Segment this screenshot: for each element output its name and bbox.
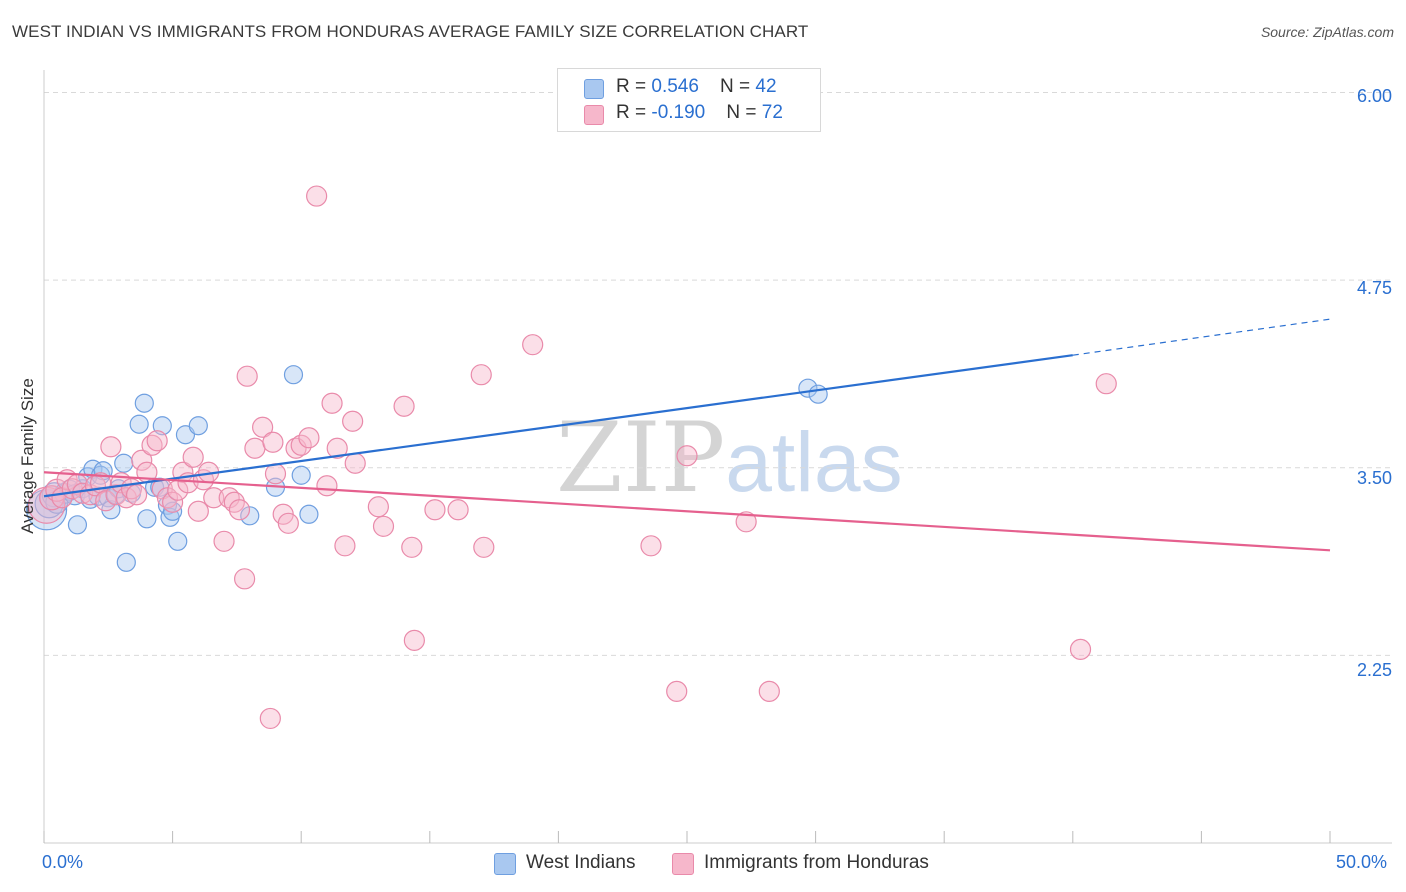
honduras-point [125,484,148,506]
honduras-point [334,535,356,557]
legend-swatch-blue [494,853,516,875]
honduras-point [244,437,266,459]
honduras-point [131,449,153,471]
trend-lines [43,318,1331,552]
west-indian-trend-line [43,354,1073,498]
west-indian-point [808,384,828,404]
honduras-point [95,490,117,512]
honduras-point [344,452,366,474]
chart-title: WEST INDIAN VS IMMIGRANTS FROM HONDURAS … [12,22,809,41]
honduras-point [1095,373,1117,395]
legend-r-label: R = [616,102,652,123]
honduras-point [470,364,492,386]
source-credit: Source: ZipAtlas.com [1260,24,1394,40]
legend-r-value: 0.546 [651,76,699,97]
west-indian-point [299,504,319,524]
legend-swatch-pink [584,105,604,125]
watermark-atlas: atlas [725,415,903,509]
honduras-point [424,499,446,521]
west-indian-point [168,531,188,551]
honduras-point [326,437,348,459]
west-indian-point [291,465,311,485]
legend-n-label: N = [720,76,756,97]
honduras-point [666,680,688,703]
west-indian-point [116,552,136,572]
honduras-point [252,416,274,438]
west-indian-point [129,414,149,434]
honduras-point [640,535,662,557]
honduras-point [321,392,343,414]
honduras-point [367,496,389,518]
honduras-point [473,536,495,558]
honduras-point [203,487,225,509]
y-tick-label: 3.50 [1356,468,1392,488]
legend-r-label: R = [616,76,652,97]
honduras-point [262,431,284,453]
honduras-point [100,436,122,458]
legend-label: West Indians [526,852,636,873]
y-axis-label: Average Family Size [18,378,37,534]
honduras-point [393,395,415,417]
honduras-point [403,629,425,651]
honduras-point [236,365,258,387]
honduras-point [298,427,320,449]
legend-n-value: 42 [755,76,777,97]
west-indian-point [188,416,208,436]
honduras-point [290,434,312,456]
honduras-point [234,568,256,590]
honduras-point [306,185,328,207]
honduras-point [401,536,423,558]
legend-swatch-pink [672,853,694,875]
honduras-point [676,445,698,467]
honduras-point [316,475,338,497]
legend-n-value: 72 [761,102,783,123]
west-indian-point [67,515,88,535]
honduras-point [735,511,757,533]
west-indian-trend-extension [1072,318,1331,356]
honduras-point [162,491,184,513]
west-indian-point [240,506,260,526]
y-tick-label: 6.00 [1356,86,1392,106]
honduras-point [1069,638,1092,660]
west-indian-point [283,365,304,385]
honduras-point [447,499,469,521]
honduras-trend-line [43,471,1331,552]
honduras-point [522,334,544,356]
y-tick-label: 2.25 [1356,660,1392,680]
honduras-point [187,500,209,522]
west-indian-point [114,453,134,473]
honduras-point [264,463,287,485]
y-tick-label: 4.75 [1356,278,1392,298]
legend-n-label: N = [726,102,762,123]
watermark: ZIPatlas [556,402,903,514]
west-indian-point [134,393,154,413]
x-tick-label-max: 50.0% [1336,852,1388,872]
honduras-point [228,499,251,521]
honduras-point [758,680,780,703]
honduras-point [277,512,299,534]
legend-r-value: -0.190 [651,102,706,123]
x-tick-label-min: 0.0% [42,852,84,872]
data-points [25,185,1117,730]
stats-legend: R = 0.546 N = 42 R = -0.190 N = 72 [557,68,821,132]
honduras-point [213,530,235,552]
west-indian-point [137,509,157,529]
legend-label: Immigrants from Honduras [704,852,929,873]
honduras-point [259,707,281,730]
honduras-point [182,446,204,468]
honduras-point [372,515,395,537]
west-indian-point [163,501,183,521]
honduras-point [146,430,168,452]
honduras-point [342,410,364,432]
axes [43,70,1392,844]
legend-swatch-blue [584,79,604,99]
